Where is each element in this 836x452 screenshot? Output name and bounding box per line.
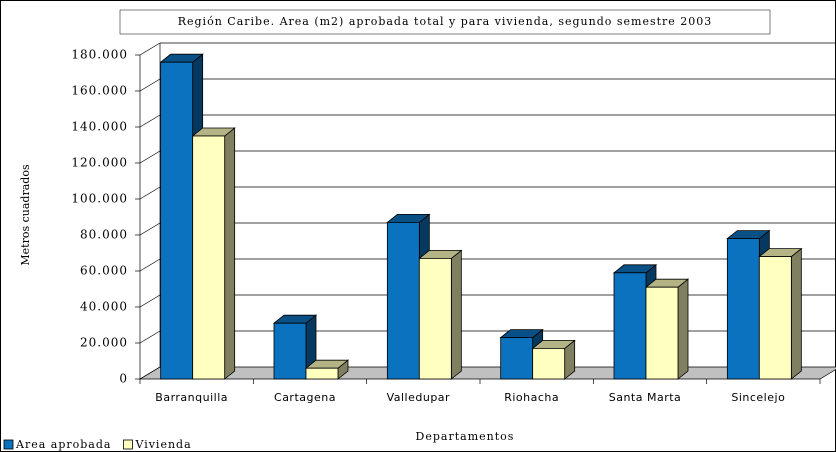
grid-diagonal: [139, 366, 161, 380]
y-tick-label: 80.000: [80, 228, 128, 242]
legend-label: Vivienda: [134, 438, 191, 451]
bar-side: [450, 249, 462, 380]
grid-diagonal: [139, 258, 161, 272]
y-tick-label: 20.000: [80, 336, 128, 350]
title-box: [119, 9, 771, 35]
bar: [726, 238, 760, 380]
bar: [192, 135, 226, 380]
grid-diagonal: [139, 186, 161, 200]
bar: [613, 272, 647, 380]
grid-diagonal: [139, 150, 161, 164]
grid-diagonal: [139, 42, 161, 56]
y-tick-label: 0: [119, 372, 128, 386]
bar-side: [790, 247, 802, 380]
bar: [500, 337, 534, 380]
grid-diagonal: [139, 330, 161, 344]
y-tick-label: 100.000: [71, 192, 128, 206]
y-tick-label: 180.000: [71, 48, 128, 62]
bar: [532, 347, 566, 380]
x-tick-label: Barranquilla: [155, 391, 228, 404]
legend-swatch: [123, 439, 133, 450]
x-tick-label: Sincelejo: [731, 391, 785, 404]
x-axis-label: Departamentos: [416, 430, 515, 443]
bar: [305, 367, 339, 380]
x-tick-label: Santa Marta: [609, 391, 682, 404]
grid-diagonal: [139, 78, 161, 92]
bar: [645, 286, 679, 380]
x-tick-label: Valledupar: [387, 391, 451, 404]
chart-title: Región Caribe. Area (m2) aprobada total …: [178, 15, 713, 28]
legend-label: Area aprobada: [15, 438, 111, 451]
bar-side: [677, 278, 689, 380]
bar: [758, 256, 792, 380]
bar: [418, 257, 452, 380]
grid-diagonal: [139, 294, 161, 308]
grid-diagonal: [139, 222, 161, 236]
bar: [386, 221, 420, 380]
legend-swatch: [3, 439, 14, 450]
bar: [160, 61, 194, 380]
y-axis-label: Metros cuadrados: [19, 164, 32, 266]
bar: [273, 322, 307, 380]
y-tick-label: 140.000: [71, 120, 128, 134]
grid-diagonal: [139, 114, 161, 128]
y-tick-label: 160.000: [71, 84, 128, 98]
bar-side: [224, 127, 236, 380]
y-tick-label: 60.000: [80, 264, 128, 278]
y-tick-label: 120.000: [71, 156, 128, 170]
y-tick-label: 40.000: [80, 300, 128, 314]
x-tick-label: Riohacha: [504, 391, 559, 404]
x-tick-label: Cartagena: [274, 391, 336, 404]
